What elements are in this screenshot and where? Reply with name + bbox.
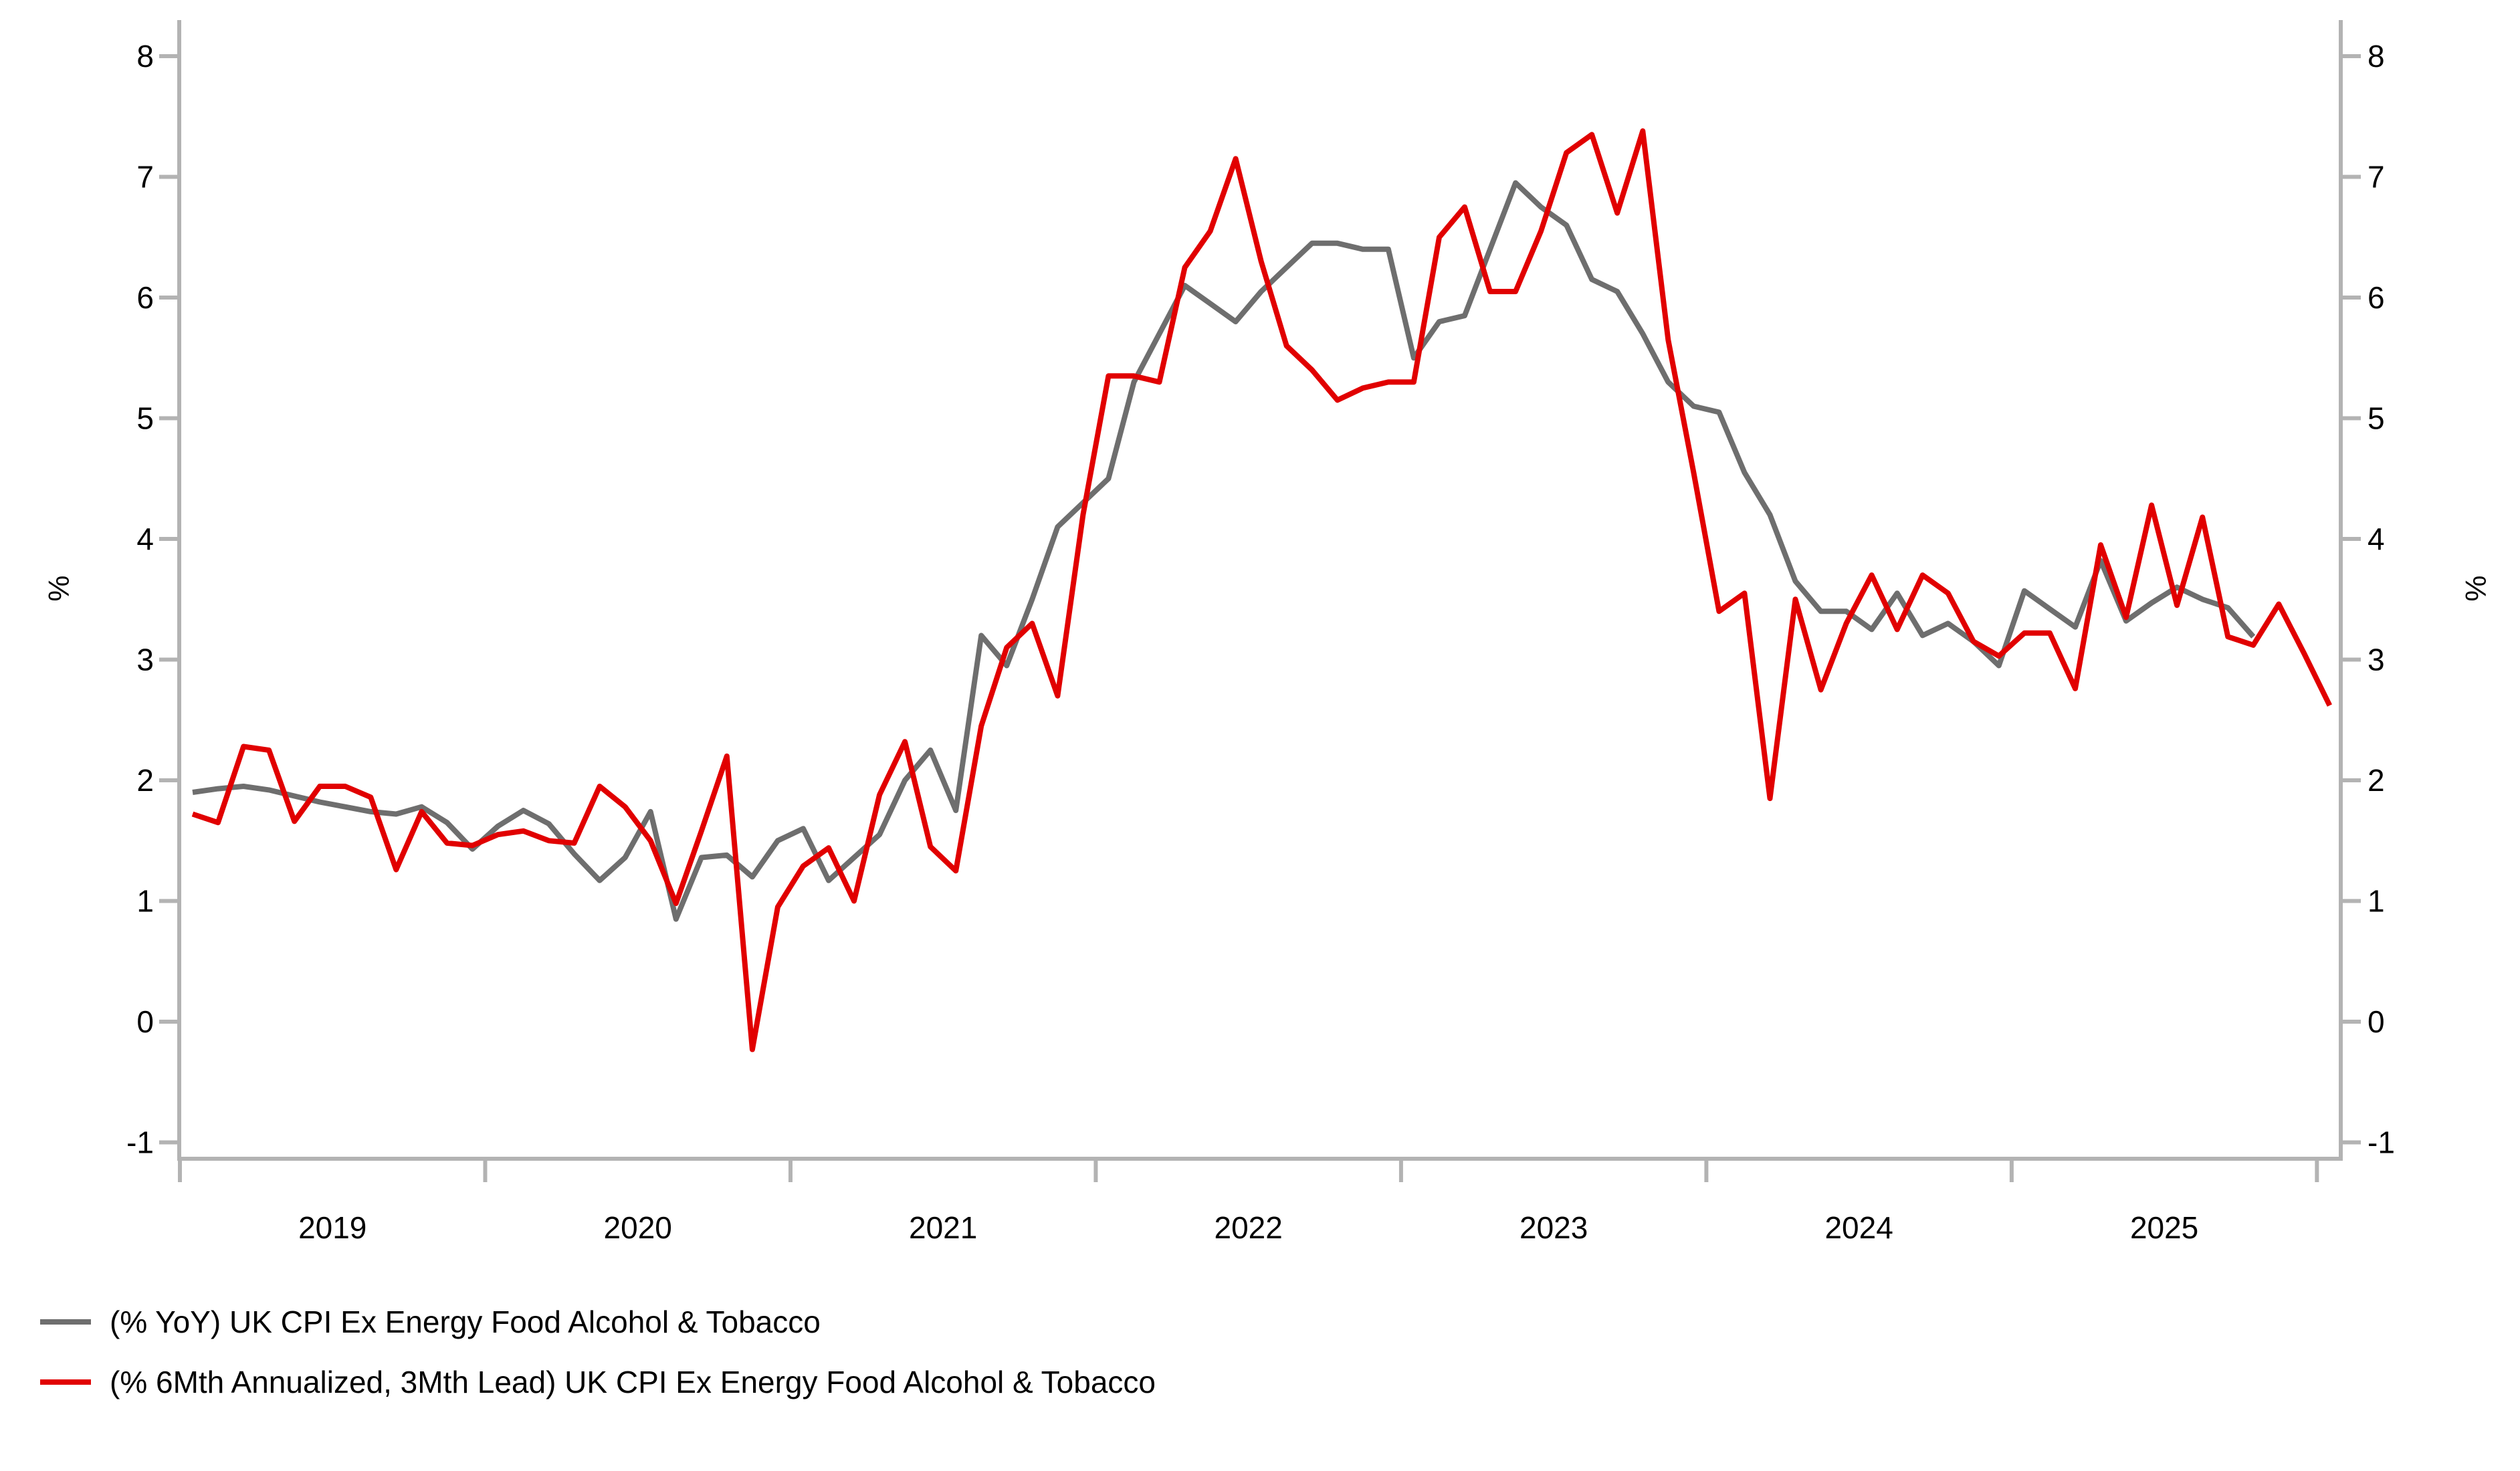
- y-tick-label-left: 1: [136, 884, 154, 919]
- x-tick-label: 2023: [1519, 1210, 1588, 1245]
- series-line-annualized: [191, 128, 2332, 1052]
- y-tick-label-left: 0: [136, 1004, 154, 1039]
- y-tick-label-right: 0: [2368, 1004, 2385, 1039]
- y-axis-title-right: %: [2460, 575, 2493, 601]
- y-tick-label-right: 7: [2368, 160, 2385, 195]
- x-tick-label: 2021: [909, 1210, 977, 1245]
- legend-label-annualized: (% 6Mth Annualized, 3Mth Lead) UK CPI Ex…: [110, 1365, 1156, 1399]
- x-tick-label: 2020: [604, 1210, 672, 1245]
- legend-label-yoy: (% YoY) UK CPI Ex Energy Food Alcohol & …: [110, 1305, 821, 1339]
- x-tick-label: 2022: [1215, 1210, 1283, 1245]
- legend-item-annualized: (% 6Mth Annualized, 3Mth Lead) UK CPI Ex…: [40, 1352, 1156, 1412]
- y-tick-label-right: 3: [2368, 643, 2385, 677]
- y-tick-label-left: 4: [136, 522, 154, 556]
- y-tick-label-left: 8: [136, 39, 154, 74]
- y-tick-label-left: 3: [136, 643, 154, 677]
- y-tick-label-left: 2: [136, 763, 154, 798]
- y-tick-label-left: 5: [136, 401, 154, 436]
- y-tick-label-right: 8: [2368, 39, 2385, 74]
- chart-legend: (% YoY) UK CPI Ex Energy Food Alcohol & …: [40, 1292, 1156, 1412]
- y-tick-label-right: 5: [2368, 401, 2385, 436]
- y-tick-label-right: 4: [2368, 522, 2385, 556]
- y-tick-label-right: 2: [2368, 763, 2385, 798]
- legend-swatch-gray: [40, 1319, 91, 1325]
- legend-swatch-red: [40, 1379, 91, 1385]
- x-tick-label: 2019: [298, 1210, 366, 1245]
- y-tick-label-right: 1: [2368, 884, 2385, 919]
- x-tick-label: 2025: [2130, 1210, 2198, 1245]
- y-tick-label-left: -1: [126, 1125, 154, 1160]
- y-tick-label-right: 6: [2368, 280, 2385, 315]
- legend-item-yoy: (% YoY) UK CPI Ex Energy Food Alcohol & …: [40, 1292, 1156, 1352]
- series-line-yoy: [192, 180, 2256, 922]
- y-tick-label-left: 7: [136, 160, 154, 195]
- y-tick-label-right: -1: [2368, 1125, 2395, 1160]
- x-tick-label: 2024: [1824, 1210, 1893, 1245]
- y-axis-title-left: %: [43, 575, 76, 601]
- y-tick-label-left: 6: [136, 280, 154, 315]
